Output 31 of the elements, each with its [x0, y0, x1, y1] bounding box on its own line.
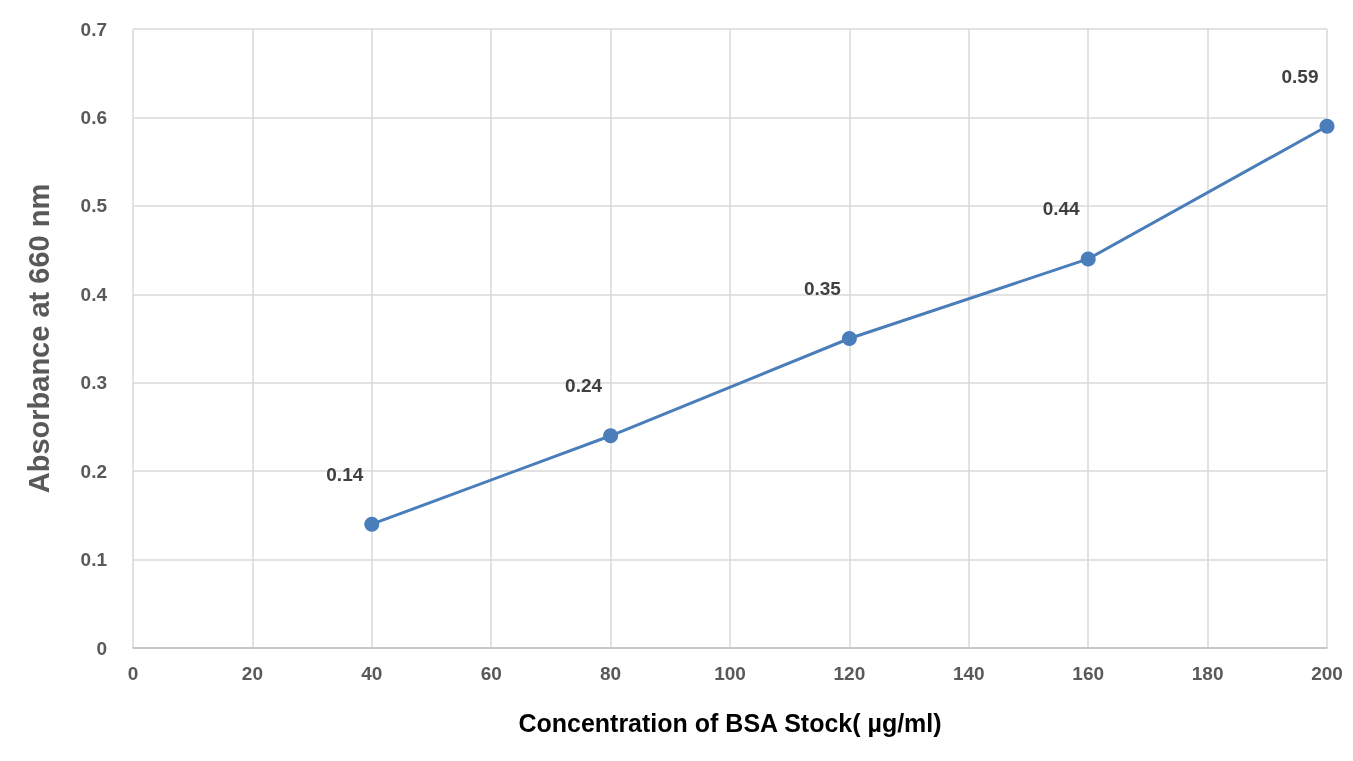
x-tick-label: 160: [1072, 663, 1105, 684]
y-tick-label: 0.4: [80, 283, 108, 305]
x-tick-label: 200: [1311, 663, 1343, 684]
x-tick-label: 80: [600, 663, 622, 684]
point: [364, 516, 380, 532]
point: [841, 331, 857, 346]
y-tick-label: 0.6: [80, 106, 107, 128]
x-tick-label: 180: [1191, 663, 1224, 684]
data-label: 0.24: [565, 375, 603, 397]
x-tick-label: 20: [241, 663, 263, 684]
data-label: 0.35: [803, 278, 842, 299]
data-label: 0.59: [1281, 65, 1319, 87]
x-tick-label: 120: [833, 663, 866, 684]
y-tick-label: 0: [96, 637, 107, 659]
data-label: 0.44: [1042, 198, 1081, 220]
x-tick-label: 0: [127, 663, 139, 684]
data-label: 0.14: [326, 463, 364, 485]
y-tick-label: 0.5: [80, 195, 108, 217]
point: [603, 428, 619, 444]
point: [1319, 118, 1335, 134]
y-tick-label: 0.3: [80, 372, 107, 394]
x-axis-title: Concentration of BSA Stock( µg/ml): [518, 708, 942, 737]
x-tick-label: 140: [952, 663, 985, 684]
x-tick-label: 100: [714, 663, 746, 684]
x-tick-label: 40: [361, 663, 383, 684]
x-tick-label: 60: [480, 663, 502, 684]
y-axis-title: Absorbance at 660 nm: [22, 183, 55, 494]
point: [1080, 251, 1096, 267]
y-tick-label: 0.2: [80, 460, 107, 482]
y-tick-label: 0.7: [80, 18, 107, 40]
y-tick-label: 0.1: [80, 549, 108, 571]
